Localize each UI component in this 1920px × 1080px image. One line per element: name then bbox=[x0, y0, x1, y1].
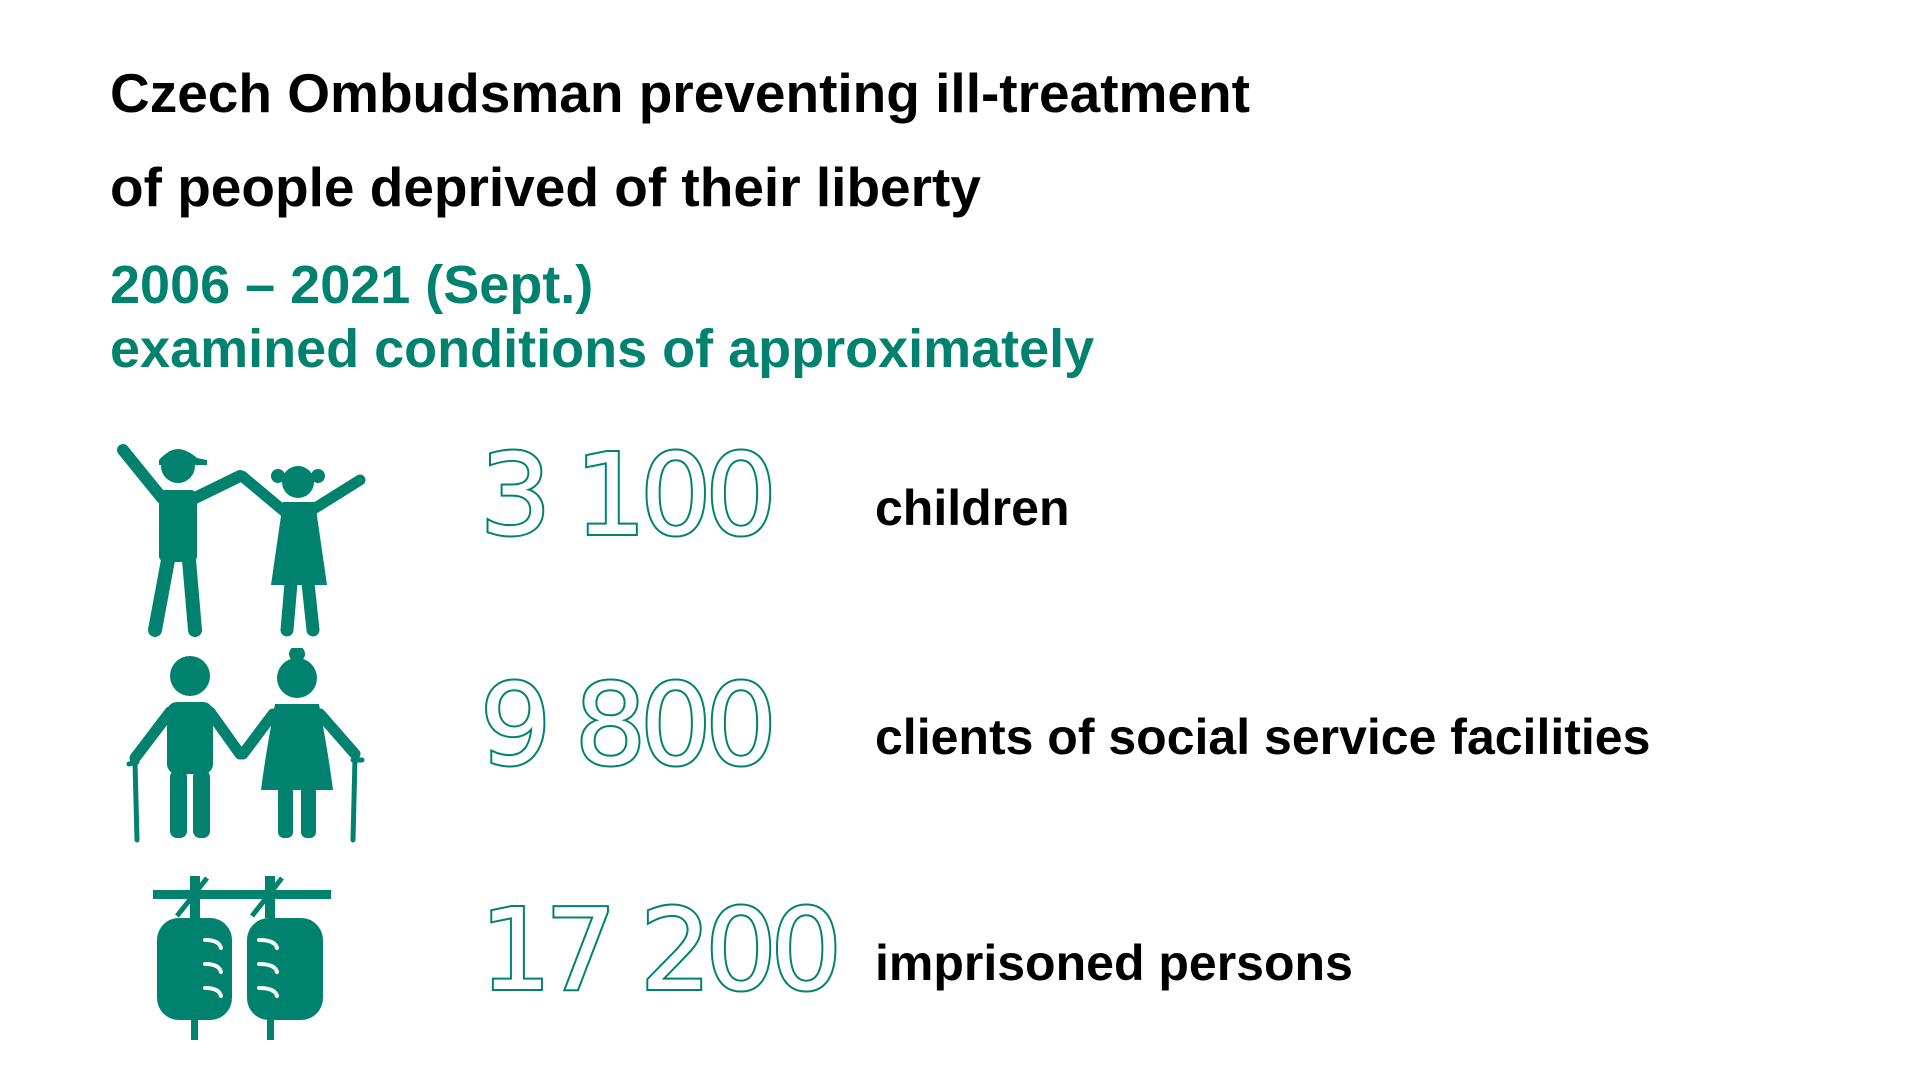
handcuffed-hands-icon bbox=[153, 876, 331, 1040]
subtitle-period: 2006 – 2021 (Sept.) bbox=[110, 255, 594, 315]
stat-label-children: children bbox=[875, 480, 1070, 536]
stat-number-children: 3 100 bbox=[478, 431, 779, 561]
title-line-2: of people deprived of their liberty bbox=[110, 156, 981, 218]
stat-label-social-clients: clients of social service facilities bbox=[875, 709, 1651, 765]
children-icon bbox=[117, 444, 366, 637]
stat-number-prisoners: 17 200 bbox=[478, 886, 844, 1016]
title-line-1: Czech Ombudsman preventing ill-treatment bbox=[110, 62, 1250, 124]
subtitle-description: examined conditions of approximately bbox=[110, 319, 1095, 379]
elderly-couple-icon bbox=[126, 648, 365, 843]
stat-label-prisoners: imprisoned persons bbox=[875, 935, 1353, 991]
stat-number-social-clients: 9 800 bbox=[478, 661, 779, 791]
